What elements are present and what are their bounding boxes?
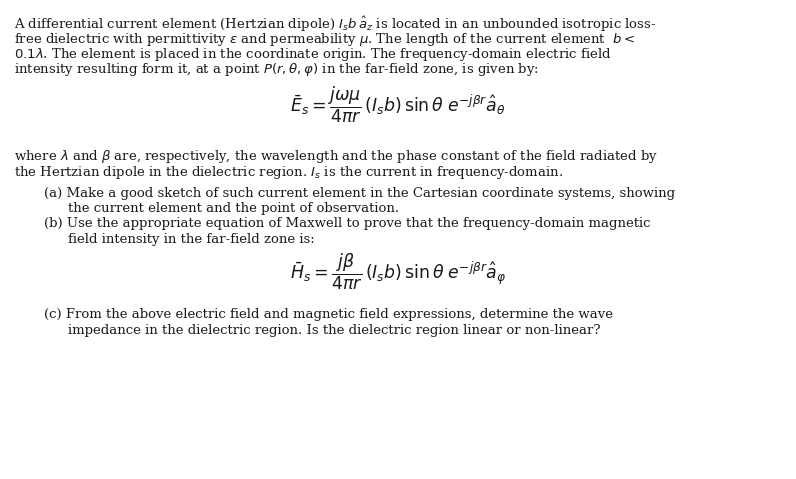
Text: $0.1\lambda$. The element is placed in the coordinate origin. The frequency-doma: $0.1\lambda$. The element is placed in t… — [14, 46, 612, 63]
Text: A differential current element (Hertzian dipole) $I_s b\,\hat{a}_z$ is located i: A differential current element (Hertzian… — [14, 15, 657, 34]
Text: the current element and the point of observation.: the current element and the point of obs… — [68, 202, 399, 215]
Text: where $\lambda$ and $\beta$ are, respectively, the wavelength and the phase cons: where $\lambda$ and $\beta$ are, respect… — [14, 148, 658, 165]
Text: (a) Make a good sketch of such current element in the Cartesian coordinate syste: (a) Make a good sketch of such current e… — [44, 187, 675, 200]
Text: field intensity in the far-field zone is:: field intensity in the far-field zone is… — [68, 233, 314, 246]
Text: impedance in the dielectric region. Is the dielectric region linear or non-linea: impedance in the dielectric region. Is t… — [68, 324, 600, 337]
Text: (b) Use the appropriate equation of Maxwell to prove that the frequency-domain m: (b) Use the appropriate equation of Maxw… — [44, 217, 650, 230]
Text: $\bar{H}_s = \dfrac{j\beta}{4\pi r}\,(I_s b)\,\sin\theta\; e^{-j\beta r}\hat{a}_: $\bar{H}_s = \dfrac{j\beta}{4\pi r}\,(I_… — [290, 252, 506, 292]
Text: free dielectric with permittivity $\varepsilon$ and permeability $\mu$. The leng: free dielectric with permittivity $\vare… — [14, 31, 636, 47]
Text: $\bar{E}_s = \dfrac{j\omega\mu}{4\pi r}\,(I_s b)\,\sin\theta\; e^{-j\beta r}\hat: $\bar{E}_s = \dfrac{j\omega\mu}{4\pi r}\… — [291, 84, 505, 125]
Text: (c) From the above electric field and magnetic field expressions, determine the : (c) From the above electric field and ma… — [44, 308, 613, 321]
Text: the Hertzian dipole in the dielectric region. $I_s$ is the current in frequency-: the Hertzian dipole in the dielectric re… — [14, 164, 564, 181]
Text: intensity resulting form it, at a point $P(r, \theta, \varphi)$ in the far-field: intensity resulting form it, at a point … — [14, 61, 540, 78]
